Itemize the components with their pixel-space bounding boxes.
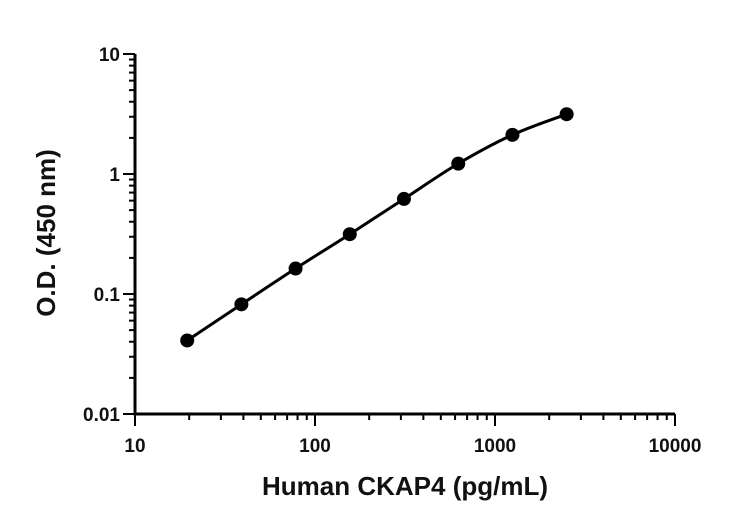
- data-point: [234, 297, 249, 312]
- x-tick-label: 10000: [649, 436, 702, 457]
- y-tick-label: 0.01: [83, 405, 120, 426]
- data-point: [451, 156, 466, 171]
- data-point: [342, 227, 357, 242]
- data-point: [288, 261, 303, 276]
- x-tick-label: 1000: [474, 436, 516, 457]
- x-axis-title: Human CKAP4 (pg/mL): [262, 471, 548, 501]
- data-point: [396, 191, 411, 206]
- y-tick-label: 1: [109, 165, 120, 186]
- data-point: [505, 127, 520, 142]
- y-tick-label: 10: [99, 45, 120, 66]
- data-point: [559, 107, 574, 122]
- y-axis-title: O.D. (450 nm): [31, 149, 61, 317]
- x-tick-label: 100: [299, 436, 331, 457]
- x-axis-ticks: 10 100 1000 10000: [124, 414, 701, 457]
- data-points: [180, 107, 574, 348]
- x-tick-label: 10: [124, 436, 145, 457]
- data-point: [180, 333, 195, 348]
- y-axis-ticks: 0.01 0.1 1 10: [83, 45, 135, 426]
- y-tick-label: 0.1: [94, 285, 121, 306]
